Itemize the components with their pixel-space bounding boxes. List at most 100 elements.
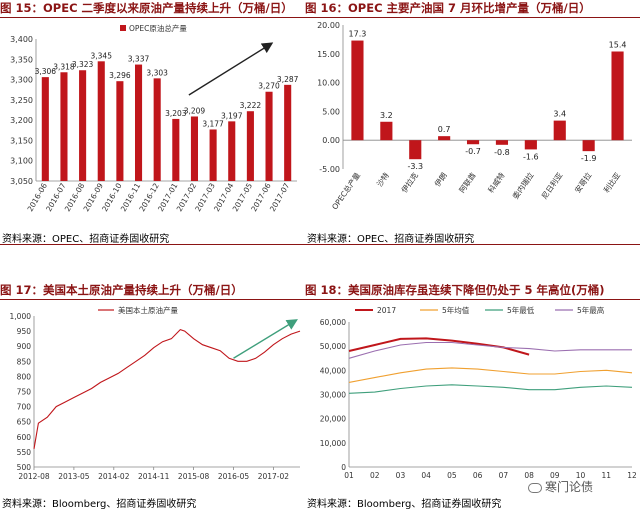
fig17-xtick-label: 2015-08: [178, 472, 210, 481]
fig15-legend-label: OPEC原油总产量: [129, 23, 187, 33]
fig15-bar: [190, 116, 199, 181]
fig16-bar: [524, 140, 537, 150]
fig18-xtick-label: 05: [447, 471, 457, 480]
fig15-bar: [172, 118, 180, 181]
fig17-ytick-label: 550: [17, 448, 32, 457]
fig15-data-label: 3,296: [109, 71, 131, 80]
fig16-data-label: -1.6: [523, 152, 539, 161]
fig16-bar: [438, 136, 451, 141]
fig16-xtick-label: 沙特: [374, 170, 391, 188]
fig16-xtick-label: OPEC总产量: [329, 170, 362, 211]
fig18-xtick-label: 06: [473, 471, 483, 480]
fig15-ytick-label: 3,200: [10, 116, 33, 125]
fig15-bar: [79, 70, 87, 181]
fig18-ytick-label: 10,000: [320, 439, 346, 448]
fig15-data-label: 3,345: [91, 51, 113, 60]
fig15-ytick-label: 3,050: [10, 177, 33, 186]
fig18-xtick-label: 10: [576, 471, 586, 480]
fig15-trend-arrow: [188, 42, 274, 96]
fig15-ytick-label: 3,150: [10, 136, 33, 145]
fig18-legend-label: 2017: [377, 306, 396, 315]
fig15-bar-chart: 3,050 3,100 3,150 3,200 3,250 3,300 3,350 3,400…: [10, 23, 299, 213]
fig16-xtick-label: 安哥拉: [572, 170, 593, 195]
fig16-data-label: -0.8: [494, 148, 510, 157]
fig16-ytick-label: 15.00: [317, 50, 340, 59]
fig18-ytick-label: 60,000: [320, 318, 346, 327]
fig18-xtick-label: 08: [524, 471, 534, 480]
fig15-legend-swatch: [120, 25, 126, 31]
fig15-data-label: 3,222: [240, 101, 262, 110]
fig16-data-label: 17.3: [349, 30, 367, 39]
fig17-xtick-label: 2012-08: [18, 472, 50, 481]
fig16-bottom-rule: [305, 244, 640, 245]
fig17-xtick-label: 2014-11: [138, 472, 170, 481]
fig18-ytick-label: 0: [341, 463, 346, 472]
fig18-legend-label: 5年均值: [442, 305, 470, 315]
fig18-xtick-label: 07: [499, 471, 509, 480]
fig18-xtick-label: 01: [344, 471, 354, 480]
fig16-bar: [351, 40, 364, 141]
fig15-data-label: 3,197: [221, 111, 243, 120]
fig15-bar: [116, 81, 124, 181]
fig18-xtick-label: 03: [396, 471, 406, 480]
fig18-xtick-label: 02: [370, 471, 380, 480]
fig16-bar-chart: -5.00 0.00 5.00 10.00 15.00 20.00 17.3 OPEC总产量 3…: [317, 21, 632, 211]
fig18-series-line: [348, 384, 633, 394]
fig15-data-label: 3,323: [72, 60, 94, 69]
fig16-ytick-label: 0.00: [322, 136, 340, 145]
fig18-ytick-label: 50,000: [320, 342, 346, 351]
fig16-data-label: 0.7: [438, 125, 451, 134]
fig17-legend-label: 美国本土原油产量: [118, 305, 178, 315]
panel-fig15: 图 15：OPEC 二季度以来原油产量持续上升（万桶/日） 3,050 3,100…: [0, 0, 305, 255]
fig15-bar: [265, 91, 273, 181]
fig15-bar: [97, 61, 105, 181]
fig17-ytick-label: 750: [17, 388, 32, 397]
fig15-bar: [41, 77, 49, 181]
fig16-xtick-label: 尼日利亚: [539, 170, 565, 201]
fig18-xtick-label: 11: [601, 471, 611, 480]
panel-fig16: 图 16：OPEC 主要产油国 7 月环比增产量（万桶/日） -5.00 0.00…: [305, 0, 640, 255]
fig17-xtick-label: 2016-05: [218, 472, 250, 481]
fig17-source: 资料来源：Bloomberg、招商证券固收研究: [2, 499, 197, 510]
fig17-line-chart: 500 550 600 650 700 750 800 850 900 950 1,000 2012-…: [10, 305, 301, 481]
fig16-bar: [380, 121, 393, 141]
fig16-data-label: 3.2: [380, 111, 393, 120]
fig16-ytick-label: 10.00: [317, 79, 340, 88]
fig17-ytick-label: 800: [17, 372, 32, 381]
fig17-ytick-label: 600: [17, 433, 32, 442]
fig16-bar: [409, 140, 422, 160]
fig16-xtick-label: 阿联酋: [457, 170, 478, 195]
fig16-data-label: -3.3: [407, 162, 423, 171]
fig15-data-label: 3,303: [146, 68, 168, 77]
fig17-ytick-label: 950: [17, 327, 32, 336]
watermark-text: 寒门论债: [545, 480, 594, 494]
fig17-xtick-label: 2017-02: [258, 472, 290, 481]
fig15-ytick-label: 3,300: [10, 76, 33, 85]
fig15-ytick-label: 3,350: [10, 55, 33, 64]
fig18-ytick-label: 20,000: [320, 415, 346, 424]
fig15-data-label: 3,177: [202, 119, 224, 128]
fig18-xtick-label: 04: [421, 471, 431, 480]
fig17-ytick-label: 500: [17, 463, 32, 472]
fig16-source: 资料来源：OPEC、招商证券固收研究: [307, 234, 475, 245]
fig18-xtick-label: 09: [550, 471, 560, 480]
fig18-legend-label: 5年最高: [577, 305, 605, 315]
watermark: 寒门论债: [528, 478, 593, 495]
fig15-bar: [60, 72, 68, 181]
fig16-data-label: 3.4: [553, 110, 566, 119]
fig16-xtick-label: 委内瑞拉: [510, 170, 536, 201]
fig17-ytick-label: 850: [17, 357, 32, 366]
fig16-data-label: -1.9: [581, 154, 597, 163]
fig16-bar: [582, 140, 595, 152]
fig15-data-label: 3,209: [184, 106, 206, 115]
fig17-series-line: [33, 328, 301, 449]
fig16-xtick-label: 利比亚: [601, 170, 622, 195]
fig15-data-label: 3,203: [165, 109, 187, 118]
fig18-xtick-label: 12: [627, 471, 637, 480]
fig15-bar: [209, 129, 217, 181]
fig18-title: 图 18：美国原油库存虽连续下降但仍处于 5 年高位(万桶): [305, 282, 640, 300]
fig16-ytick-label: 5.00: [322, 107, 340, 116]
fig17-title: 图 17：美国本土原油产量持续上升（万桶/日）: [0, 282, 305, 300]
fig16-xtick-label: 科威特: [485, 170, 506, 195]
fig18-legend-label: 5年最低: [507, 305, 535, 315]
